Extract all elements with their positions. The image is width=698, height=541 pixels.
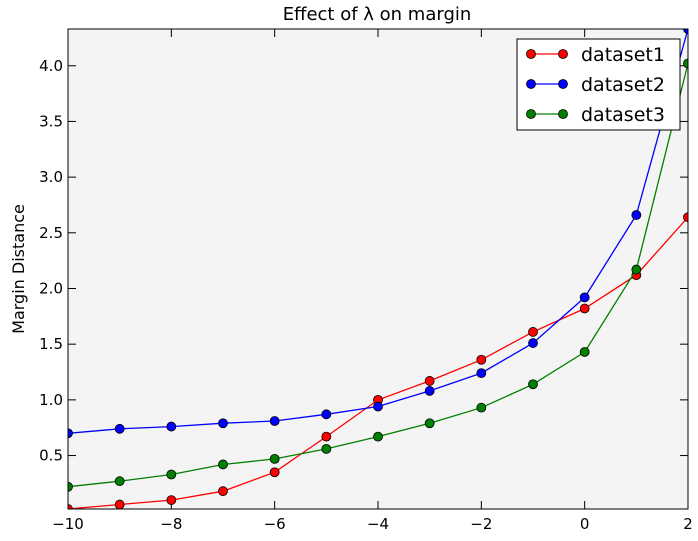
data-point-dataset1 — [218, 486, 228, 497]
data-point-dataset1 — [579, 303, 590, 314]
legend-label-dataset3: dataset3 — [581, 104, 665, 126]
axis-ticks — [67, 29, 689, 509]
data-point-dataset2 — [269, 416, 280, 426]
data-point-dataset3 — [631, 264, 642, 275]
y-tick-label: 3.0 — [39, 168, 63, 186]
data-point-dataset2 — [373, 401, 383, 412]
legend-marker-dataset2 — [526, 79, 536, 89]
legend-marker-dataset1 — [526, 49, 536, 59]
y-axis-tick-labels: 0.5 1.0 1.5 2.0 2.5 3.0 3.5 4.0 — [39, 57, 63, 465]
y-tick-label: 0.5 — [39, 447, 63, 465]
y-tick-label: 2.0 — [39, 279, 63, 297]
data-point-dataset2 — [424, 386, 435, 396]
x-tick-label: −8 — [160, 515, 182, 533]
data-point-dataset2 — [528, 338, 538, 348]
data-point-dataset2 — [683, 29, 688, 34]
data-point-dataset3 — [476, 402, 487, 413]
data-point-dataset2 — [166, 421, 177, 432]
legend-label-dataset1: dataset1 — [581, 44, 665, 66]
data-point-dataset1 — [321, 431, 332, 442]
y-tick-label: 4.0 — [39, 57, 63, 75]
data-point-dataset1 — [269, 467, 280, 478]
data-point-dataset3 — [579, 347, 590, 357]
data-point-dataset1 — [528, 327, 538, 337]
data-point-dataset3 — [321, 443, 332, 454]
data-point-dataset3 — [269, 453, 280, 464]
x-tick-label: −2 — [470, 515, 492, 533]
data-point-dataset2 — [114, 423, 125, 434]
x-tick-label: 2 — [683, 515, 693, 533]
x-axis-tick-labels: −10 −8 −6 −4 −2 0 2 — [52, 515, 693, 533]
series-dataset1 — [68, 212, 688, 509]
data-point-dataset3 — [373, 431, 383, 442]
legend-marker-dataset3 — [526, 109, 536, 119]
data-point-dataset1 — [683, 212, 688, 223]
data-point-dataset3 — [528, 379, 538, 390]
data-point-dataset2 — [579, 292, 590, 303]
x-tick-label: −10 — [52, 515, 84, 533]
y-tick-label: 1.5 — [39, 335, 63, 353]
y-axis-label: Margin Distance — [9, 204, 28, 334]
legend-marker-dataset3 — [558, 109, 568, 119]
data-point-dataset1 — [424, 376, 435, 386]
legend-marker-dataset2 — [558, 79, 568, 89]
data-point-dataset2 — [631, 210, 642, 220]
data-point-dataset3 — [68, 481, 73, 492]
y-tick-label: 2.5 — [39, 224, 63, 242]
y-tick-label: 3.5 — [39, 112, 63, 130]
data-point-dataset3 — [218, 459, 228, 470]
data-point-dataset2 — [218, 418, 228, 429]
legend-marker-dataset1 — [558, 49, 568, 59]
data-point-dataset2 — [476, 368, 487, 379]
data-point-dataset3 — [683, 58, 688, 69]
series-layer — [68, 29, 688, 509]
series-dataset2 — [68, 29, 688, 439]
legend-label-dataset2: dataset2 — [581, 74, 665, 96]
data-point-dataset3 — [424, 418, 435, 429]
x-tick-label: −4 — [367, 515, 389, 533]
plot-frame — [67, 28, 689, 510]
x-tick-label: 0 — [580, 515, 590, 533]
legend: dataset1 dataset2 dataset3 — [516, 38, 681, 131]
data-point-dataset3 — [166, 469, 177, 480]
chart-title: Effect of λ on margin — [283, 4, 472, 25]
x-tick-label: −6 — [264, 515, 286, 533]
data-point-dataset3 — [114, 476, 125, 487]
data-point-dataset2 — [68, 428, 73, 439]
data-point-dataset1 — [166, 495, 177, 505]
data-point-dataset1 — [68, 504, 73, 509]
data-point-dataset1 — [476, 354, 487, 365]
series-dataset3 — [68, 58, 688, 492]
data-point-dataset2 — [321, 409, 332, 420]
y-tick-label: 1.0 — [39, 391, 63, 409]
data-point-dataset1 — [114, 499, 125, 509]
